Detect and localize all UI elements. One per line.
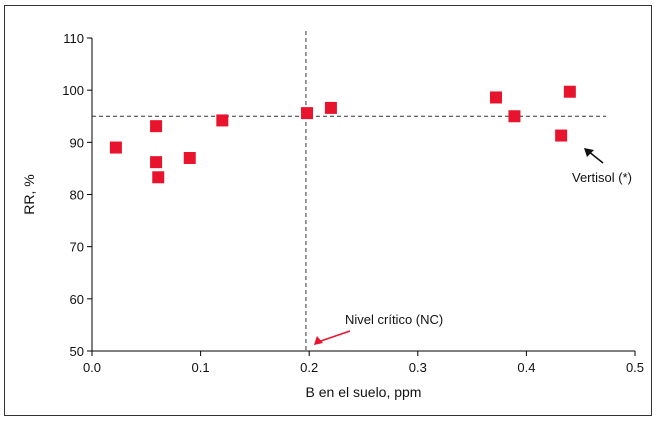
y-axis-label: RR, %: [21, 174, 37, 214]
x-tick-label: 0.4: [517, 360, 535, 375]
data-point: [150, 120, 163, 133]
annotation-label: Nivel crítico (NC): [345, 312, 443, 327]
data-point: [489, 91, 502, 104]
data-point: [301, 107, 314, 120]
x-axis-label: B en el suelo, ppm: [306, 384, 422, 400]
y-tick-label: 70: [70, 240, 84, 255]
x-tick-label: 0.3: [409, 360, 427, 375]
x-tick-label: 0.0: [83, 360, 101, 375]
annotation-arrow-line: [317, 330, 351, 343]
data-point: [150, 156, 163, 169]
y-tick-label: 50: [70, 344, 84, 359]
data-point: [508, 110, 521, 123]
data-point: [183, 151, 196, 164]
data-point: [324, 101, 337, 114]
y-tick-label: 80: [70, 188, 84, 203]
data-point: [563, 85, 576, 98]
annotation-arrowhead: [584, 148, 594, 157]
annotation-label: Vertisol (*): [572, 170, 632, 185]
x-tick-label: 0.1: [192, 360, 210, 375]
x-tick-label: 0.5: [626, 360, 644, 375]
y-tick-label: 90: [70, 135, 84, 150]
y-tick-label: 100: [62, 83, 84, 98]
data-point: [216, 114, 229, 127]
y-tick-label: 60: [70, 292, 84, 307]
x-tick-label: 0.2: [300, 360, 318, 375]
data-point: [109, 141, 122, 154]
data-point: [555, 129, 568, 142]
y-tick-label: 110: [63, 31, 84, 46]
chart-frame: [4, 5, 652, 416]
annotation-arrowhead: [313, 336, 323, 345]
data-point: [152, 171, 165, 184]
